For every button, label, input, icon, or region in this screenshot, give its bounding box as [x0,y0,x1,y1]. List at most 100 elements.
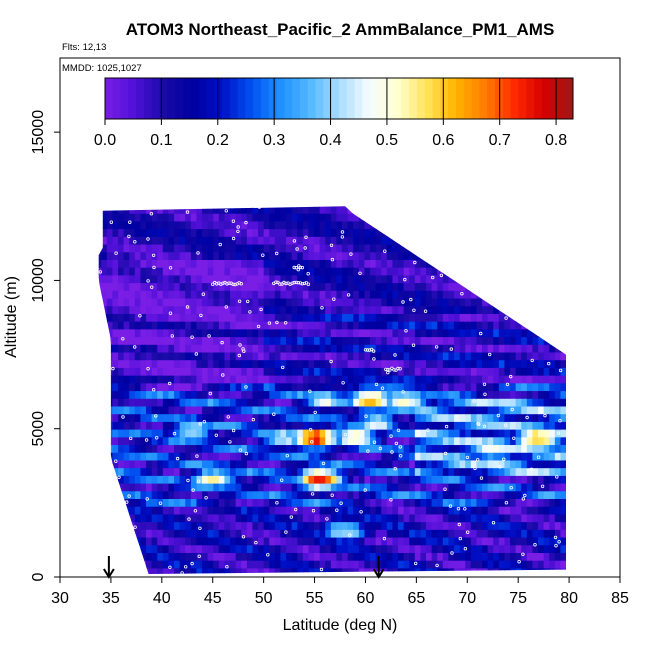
heat-cell [291,297,298,307]
heat-cell [353,259,360,268]
heat-cell [409,367,416,376]
heat-cell [230,521,237,530]
heat-cell [504,344,511,353]
heat-cell [185,544,192,553]
heat-cell [470,567,478,575]
heat-cell [235,290,242,299]
heat-cell [269,459,276,469]
heat-cell [437,521,444,530]
heat-cell [202,321,209,330]
heat-cell [386,482,394,492]
heat-cell [498,567,506,575]
heat-cell [129,529,136,538]
heat-cell [442,228,450,237]
heat-cell [207,359,214,368]
colorbar-cell [268,78,278,119]
heat-cell [364,459,371,469]
heat-cell [218,297,226,307]
heat-cell [370,375,377,384]
heat-cell [319,475,326,484]
heat-cell [516,198,522,206]
heat-cell [280,313,287,322]
heat-cell [487,206,494,214]
heat-cell [572,367,578,375]
heat-cell [286,236,293,245]
heat-cell [437,297,444,307]
heat-cell [521,328,528,338]
heat-cell [532,429,539,438]
heat-cell [291,313,298,322]
heat-cell [476,351,483,361]
heat-cell [364,305,371,314]
heat-cell [510,282,517,291]
heat-cell [330,521,338,530]
heat-cell [224,344,231,353]
heat-cell [510,498,517,507]
heat-cell [437,198,443,206]
heat-cell [325,228,332,237]
heat-cell [403,359,410,368]
heat-cell [291,206,298,214]
heat-cell [319,367,326,376]
heat-cell [572,236,578,244]
sample-point [456,507,461,511]
heat-cell [437,290,444,299]
heat-cell [146,398,153,407]
heat-cell [358,436,366,446]
heat-cell [364,267,371,276]
heat-cell [134,336,142,345]
heat-cell [526,297,534,307]
sample-point [363,348,368,352]
heat-cell [499,198,505,206]
heat-cell [448,444,455,453]
sample-point [146,367,150,371]
heat-cell [566,367,572,375]
heat-cell [510,220,517,230]
heat-cell [218,459,226,469]
heat-cell [353,313,360,322]
sample-point [267,321,272,325]
heat-cell [515,305,522,314]
heat-cell [487,251,494,260]
heat-cell [459,506,466,515]
heat-cell [319,436,326,446]
heat-cell [432,198,438,206]
heat-cell [347,421,354,430]
heat-cell [454,544,461,553]
heat-cell [342,274,349,284]
heat-cell [381,220,388,230]
heat-cell [487,390,494,399]
heat-cell [106,398,114,407]
heat-cell [252,475,259,484]
heat-cell [241,398,248,407]
heat-cell [235,544,242,553]
heat-cell [515,328,522,338]
sample-point [114,251,118,255]
heat-cell [398,429,405,438]
heat-cell [140,367,147,376]
heat-cell [532,367,539,376]
heat-cell [459,259,466,268]
sample-point [193,509,198,513]
heat-cell [118,513,125,523]
heat-cell [246,213,254,222]
heat-cell [448,413,455,422]
heat-cell [286,567,293,575]
sample-point [146,237,150,241]
heat-cell [274,467,282,476]
heat-cell [358,282,366,291]
heat-cell [442,560,450,569]
heat-cell [325,243,332,253]
heat-cell [302,390,310,399]
heat-cell [454,490,461,500]
heat-cell [179,552,186,561]
heat-cell [386,375,394,384]
heat-cell [123,452,130,461]
heat-cell [179,313,186,322]
heat-cell [487,220,494,230]
heat-cell [347,251,354,260]
heat-cell [515,529,522,538]
heat-cell [162,475,170,484]
heat-cell [330,390,338,399]
sample-point [231,282,235,286]
